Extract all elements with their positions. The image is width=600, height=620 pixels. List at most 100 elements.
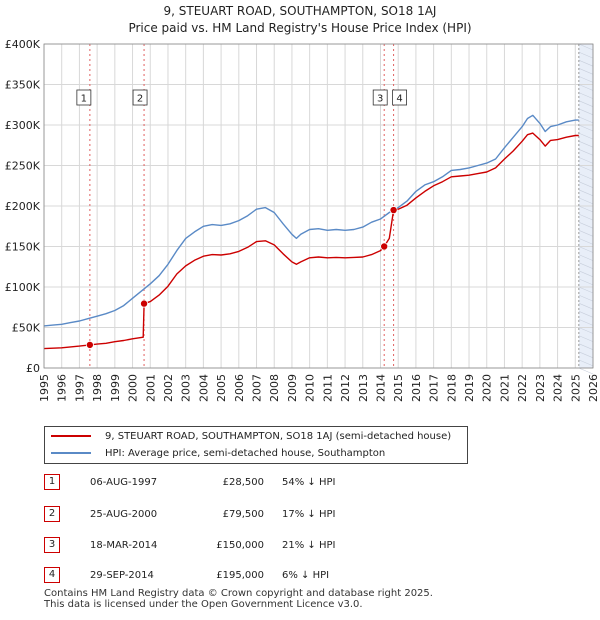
forecast-hatch [578,100,594,107]
forecast-hatch [578,173,594,180]
x-tick-label: 1995 [38,374,51,402]
property-series-line [43,132,579,350]
x-tick-label: 2003 [180,374,193,402]
forecast-hatch [578,213,594,221]
footer-copyright: Contains HM Land Registry data © Crown c… [44,588,433,599]
transaction-hpi: 6% ↓ HPI [282,570,330,581]
x-tick-label: 2021 [498,374,511,402]
forecast-hatch [578,302,594,310]
x-tick-label: 2018 [445,374,458,402]
x-tick-label: 1999 [109,374,122,402]
forecast-hatch [578,43,594,51]
transaction-price: £195,000 [216,570,264,581]
forecast-hatch [578,246,594,253]
forecast-hatch [578,254,594,261]
x-tick-label: 2000 [127,374,140,402]
y-tick-label: £50K [12,322,41,335]
x-tick-label: 2015 [392,374,405,402]
x-tick-label: 2007 [251,374,264,402]
x-tick-label: 2020 [481,374,494,402]
legend-item-hpi: HPI: Average price, semi-detached house,… [51,445,385,463]
forecast-hatch [578,92,594,99]
legend: 9, STEUART ROAD, SOUTHAMPTON, SO18 1AJ (… [44,426,468,464]
forecast-hatch [578,108,594,116]
sale-point [389,206,398,215]
x-tick-label: 2011 [321,374,334,402]
transaction-hpi: 17% ↓ HPI [282,509,336,520]
transaction-price: £79,500 [222,509,264,520]
y-tick-label: £150K [5,241,41,254]
x-tick-label: 2004 [197,374,210,402]
transaction-number: 3 [44,537,60,553]
forecast-hatch [578,149,594,156]
forecast-hatch [578,197,594,205]
forecast-hatch [578,165,594,172]
forecast-hatch [578,319,594,326]
x-tick-label: 2009 [286,374,299,402]
x-tick-label: 1997 [73,374,86,402]
forecast-hatch [578,51,594,59]
x-tick-label: 2008 [268,374,281,402]
title: 9, STEUART ROAD, SOUTHAMPTON, SO18 1AJ [163,4,437,18]
forecast-hatch [578,327,594,334]
forecast-hatch [578,335,594,342]
forecast-hatch [578,294,594,302]
x-tick-label: 2026 [587,374,600,402]
x-tick-label: 2022 [516,374,529,402]
forecast-hatch [578,157,594,164]
x-tick-label: 2024 [552,374,565,402]
forecast-hatch [578,343,594,350]
y-tick-label: £350K [5,79,41,92]
y-tick-label: £300K [5,119,41,132]
forecast-hatch [578,238,594,245]
forecast-hatch [578,311,594,318]
y-tick-label: £200K [5,200,41,213]
x-tick-label: 2001 [144,374,157,402]
forecast-hatch [578,205,594,213]
sale-label-box [132,89,148,106]
forecast-hatch [578,132,594,140]
transaction-hpi: 54% ↓ HPI [282,477,336,488]
legend-swatch-property [51,435,91,437]
transaction-number: 1 [44,474,60,490]
forecast-hatch [578,359,594,367]
legend-item-property: 9, STEUART ROAD, SOUTHAMPTON, SO18 1AJ (… [51,428,451,446]
transaction-date: 25-AUG-2000 [90,509,158,520]
forecast-hatch [578,140,594,148]
transaction-hpi: 21% ↓ HPI [282,540,336,551]
x-tick-label: 2012 [339,374,352,402]
forecast-hatch [578,124,594,132]
sale-label-box [392,89,407,106]
forecast-hatch [578,230,594,237]
sale-label-number: 3 [377,94,383,105]
y-tick-label: £100K [5,281,41,294]
forecast-hatch [578,59,594,67]
x-tick-label: 2002 [162,374,175,402]
forecast-hatch [578,181,594,188]
legend-label-property: 9, STEUART ROAD, SOUTHAMPTON, SO18 1AJ (… [105,431,452,442]
forecast-hatch [578,286,594,294]
transaction-number: 4 [44,567,60,583]
sale-point [380,242,389,251]
sale-label-number: 4 [396,94,402,105]
forecast-hatch [578,278,594,286]
footer: Contains HM Land Registry data © Crown c… [44,588,433,610]
x-tick-label: 1998 [91,374,104,402]
forecast-hatch [578,76,594,83]
x-tick-label: 2017 [428,374,441,402]
legend-swatch-hpi [51,452,91,454]
sale-label-box [372,89,388,106]
forecast-hatch [578,116,594,124]
forecast-hatch [578,68,594,75]
x-tick-label: 2016 [410,374,423,402]
forecast-hatch [578,84,594,91]
transaction-price: £150,000 [216,540,264,551]
y-tick-label: £0 [26,362,40,375]
plot-frame [43,43,594,369]
forecast-hatch [578,189,594,197]
y-tick-label: £400K [5,38,41,51]
transaction-date: 06-AUG-1997 [90,477,158,488]
x-tick-label: 2019 [463,374,476,402]
forecast-hatch [578,367,594,375]
forecast-hatch [578,270,594,278]
